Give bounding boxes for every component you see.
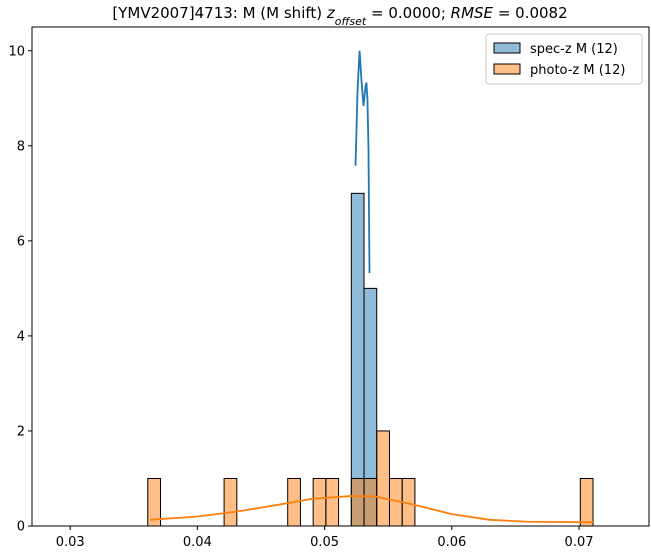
y-tick-label: 0 <box>17 520 25 535</box>
bar <box>350 192 365 527</box>
chart-title: [YMV2007]4713: M (M shift) zoffset = 0.0… <box>112 4 567 28</box>
title-part: [YMV2007]4713: M (M shift) <box>112 4 327 22</box>
bar <box>579 477 594 527</box>
y-tick-label: 4 <box>17 329 25 344</box>
y-tick-label: 6 <box>17 234 25 249</box>
x-tick-label: 0.06 <box>437 535 466 550</box>
bar <box>325 477 340 527</box>
title-part: z <box>326 4 336 22</box>
legend-box <box>485 33 643 85</box>
title-part: = 0.0000; <box>366 4 450 22</box>
kde-line <box>354 50 371 274</box>
legend-label: photo-z M (12) <box>530 63 625 78</box>
x-tick-label: 0.07 <box>565 535 594 550</box>
plot-frame <box>31 26 650 527</box>
title-part: RMSE <box>451 4 494 22</box>
title-part: = 0.0082 <box>493 4 568 22</box>
title-part: offset <box>335 15 367 28</box>
bar <box>376 430 390 527</box>
legend-swatch <box>493 63 521 75</box>
y-tick-label: 8 <box>17 139 25 154</box>
bar <box>363 477 378 527</box>
bar <box>223 477 238 527</box>
bar <box>312 477 327 527</box>
kde-line <box>150 495 594 524</box>
legend-label: spec-z M (12) <box>530 42 618 57</box>
x-tick-label: 0.03 <box>56 535 85 550</box>
bar <box>350 477 365 527</box>
legend-swatch <box>493 42 521 54</box>
x-tick-label: 0.04 <box>183 535 212 550</box>
y-tick-label: 10 <box>8 44 25 59</box>
x-tick-label: 0.05 <box>310 535 339 550</box>
y-tick-label: 2 <box>17 424 25 439</box>
